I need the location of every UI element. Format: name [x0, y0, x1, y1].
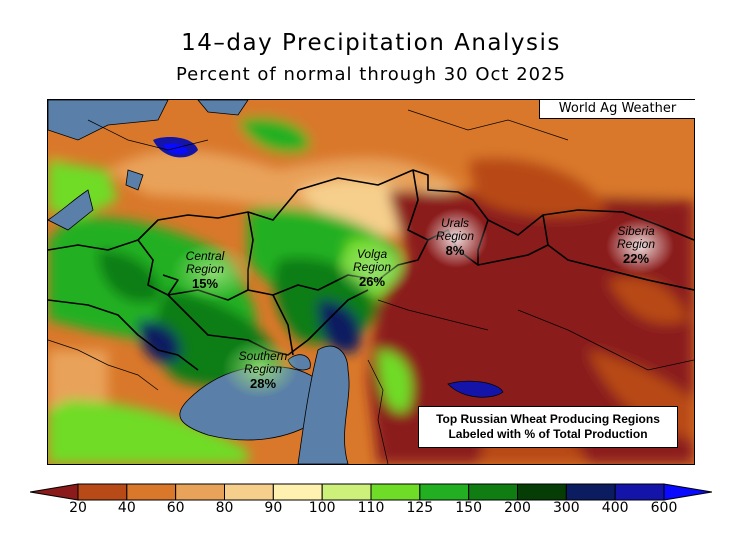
- scale-tick-label: 600: [650, 500, 678, 516]
- note-line-2: Labeled with % of Total Production: [448, 427, 648, 441]
- scale-swatch: [321, 483, 372, 501]
- map-canvas: [48, 100, 694, 464]
- scale-swatch: [468, 483, 518, 501]
- map-title: 14–day Precipitation Analysis: [181, 30, 561, 56]
- map-subtitle: Percent of normal through 30 Oct 2025: [175, 64, 567, 85]
- scale-tick-label: 200: [504, 500, 531, 516]
- scale-swatch: [175, 483, 226, 501]
- precipitation-map: [47, 99, 695, 465]
- scale-tick-label: 40: [117, 500, 136, 516]
- credit-label: World Ag Weather: [539, 100, 695, 119]
- scale-tick-label: 90: [264, 500, 283, 516]
- region-label-urals: Urals Region 8%: [417, 217, 493, 258]
- scale-swatch: [370, 483, 421, 501]
- scale-tick-label: 20: [69, 500, 87, 516]
- region-label-central: Central Region 15%: [167, 250, 243, 291]
- scale-tick-label: 80: [215, 500, 234, 516]
- scale-swatch: [419, 483, 470, 501]
- note-line-1: Top Russian Wheat Producing Regions: [436, 412, 660, 426]
- scale-swatch: [517, 483, 567, 501]
- scale-swatch: [272, 483, 323, 501]
- color-scale-bar: [30, 483, 712, 501]
- region-label-volga: Volga Region 26%: [334, 248, 410, 289]
- scale-tick-label: 150: [455, 500, 483, 516]
- scale-swatch: [614, 483, 665, 501]
- region-share-central: 15%: [191, 276, 219, 291]
- scale-swatch: [126, 483, 177, 501]
- scale-tick-label: 300: [552, 500, 580, 516]
- scale-tick-label: 125: [406, 500, 434, 516]
- scale-swatch: [77, 483, 128, 501]
- region-share-volga: 26%: [358, 274, 386, 289]
- region-share-siberia: 22%: [622, 251, 650, 266]
- scale-arrow-low: [30, 483, 79, 501]
- country-borders: [48, 109, 694, 464]
- legend-note-box: Top Russian Wheat Producing Regions Labe…: [418, 406, 678, 448]
- scale-swatch: [565, 483, 616, 501]
- scale-tick-label: 110: [357, 500, 385, 516]
- scale-swatch: [224, 483, 274, 501]
- scale-arrow-high: [663, 483, 712, 501]
- scale-tick-label: 100: [308, 500, 336, 516]
- region-label-siberia: Siberia Region 22%: [598, 225, 674, 266]
- region-share-southern: 28%: [249, 376, 277, 391]
- region-share-urals: 8%: [445, 243, 465, 258]
- scale-tick-label: 400: [601, 500, 629, 516]
- region-label-southern: Southern Region 28%: [221, 350, 305, 391]
- scale-tick-label: 60: [166, 500, 185, 516]
